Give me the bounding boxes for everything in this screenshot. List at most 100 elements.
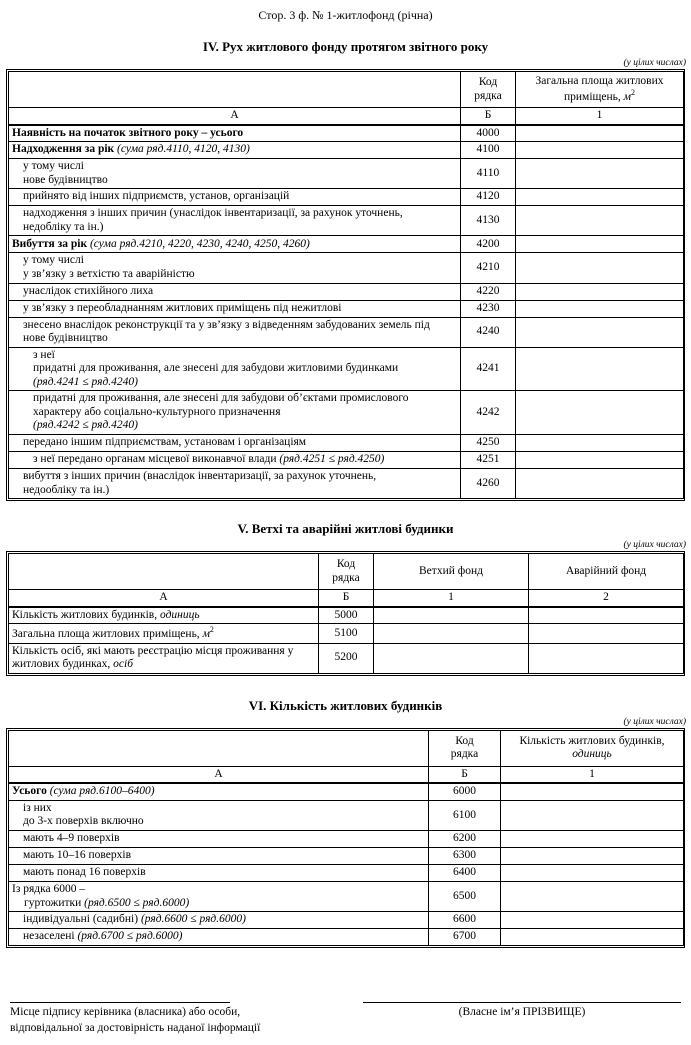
col-letter-a: А [8,765,429,785]
table-row-6100: із них до 3-х поверхів включно 6100 [8,799,684,832]
row-label: у тому числі у зв’язку з ветхістю та ава… [8,252,461,284]
row-code: 4110 [460,158,516,190]
table-row-6500: Із рядка 6000 – гуртожитки (ряд.6500 ≤ р… [8,881,684,913]
row-label: знесено внаслідок реконструкції та у зв’… [8,316,461,348]
table-row-6400: мають понад 16 поверхів 6400 [8,864,684,883]
table4-header-row: Код рядка Загальна площа житлових приміщ… [8,71,684,108]
row-label: передано іншим підприємствам, установам … [8,434,461,452]
row-label: Кількість житлових будинків, одиниць [8,606,319,625]
row-code: 6500 [428,881,501,913]
signature-block-left: Місце підпису керівника (власника) або о… [10,990,310,1036]
row-code: 4210 [460,252,516,284]
row-label: мають 10–16 поверхів [8,847,429,866]
table-row-6200: мають 4–9 поверхів 6200 [8,830,684,849]
table5-header-row: Код рядка Ветхий фонд Аварійний фонд [8,553,684,591]
table5-header-a [8,553,319,591]
value-cell [515,390,684,435]
row-code: 6300 [428,847,501,866]
table-row-4120: прийнято від інших підприємств, установ,… [8,188,684,207]
row-label: Із рядка 6000 – гуртожитки (ряд.6500 ≤ р… [8,881,429,913]
table-row-4210: у тому числі у зв’язку з ветхістю та ава… [8,252,684,284]
value-cell [373,642,529,674]
table-row-4241: з неї придатні для проживання, але знесе… [8,346,684,392]
row-label: Загальна площа житлових приміщень, м2 [8,623,319,644]
value-cell [515,451,684,469]
row-label: прийнято від інших підприємств, установ,… [8,188,461,207]
row-label: вибуття з інших причин (внаслідок інвент… [8,467,461,500]
value-cell [500,799,684,832]
table-row-4000: Наявність на початок звітного року – усь… [8,124,684,143]
row-code: 4120 [460,188,516,207]
value-cell [500,911,684,930]
table-row-5200: Кількість осіб, які мають реєстрацію міс… [8,642,684,674]
col-letter-b: Б [318,589,374,608]
table5-header-col1: Ветхий фонд [373,553,529,591]
table-row-4200: Вибуття за рік (сума ряд.4210, 4220, 423… [8,235,684,254]
row-code: 6000 [428,782,501,801]
value-cell [500,830,684,849]
row-code: 4130 [460,205,516,237]
value-cell [515,467,684,500]
table-row-4250: передано іншим підприємствам, установам … [8,434,684,452]
table-row-4220: унаслідок стихійного лиха 4220 [8,282,684,301]
table4-header-value: Загальна площа житлових приміщень, м2 [515,71,684,108]
value-cell [515,235,684,254]
value-cell [515,282,684,301]
row-code: 6200 [428,830,501,849]
table5-header-col2: Аварійний фонд [528,553,684,591]
page-header: Стор. 3 ф. № 1-житлофонд (річна) [258,8,433,22]
table-row-4100: Надходження за рік (сума ряд.4110, 4120,… [8,141,684,160]
col-letter-a: А [8,589,319,608]
section6-title: VI. Кількість житлових будинків [248,697,443,713]
row-label: з неї придатні для проживання, але знесе… [8,346,461,392]
value-cell [515,346,684,392]
col-number-1: 1 [500,765,684,785]
row-code: 5000 [318,606,374,625]
table4-header-a [8,71,461,108]
value-cell [515,316,684,348]
table-row-6700: незаселені (ряд.6700 ≤ ряд.6000) 6700 [8,928,684,947]
name-caption: (Власне ім’я ПРІЗВИЩЕ) [458,1006,586,1019]
value-cell [515,141,684,160]
row-code: 4251 [460,451,516,469]
table-row-6000: Усього (сума ряд.6100–6400) 6000 [8,782,684,801]
value-cell [528,623,684,644]
value-cell [373,623,529,644]
value-cell [515,299,684,318]
row-label: Усього (сума ряд.6100–6400) [8,782,429,801]
section4-units-note: (у цілих числах) [623,58,686,68]
row-code: 4260 [460,467,516,500]
value-cell [515,124,684,143]
value-cell [500,782,684,801]
table-row-6300: мають 10–16 поверхів 6300 [8,847,684,866]
row-label: Вибуття за рік (сума ряд.4210, 4220, 423… [8,235,461,254]
table-row-4230: у зв’язку з переобладнанням житлових при… [8,299,684,318]
value-cell [528,642,684,674]
row-code: 4250 [460,434,516,452]
table-row-4260: вибуття з інших причин (внаслідок інвент… [8,467,684,500]
signature-footer: Місце підпису керівника (власника) або о… [0,990,691,1045]
table-row-5100: Загальна площа житлових приміщень, м2 51… [8,623,684,644]
value-cell [515,188,684,207]
table6-header-row: Код рядка Кількість житлових будинків, о… [8,729,684,767]
section4-title: IV. Рух житлового фонду протягом звітног… [202,39,489,54]
col-letter-b: Б [460,106,516,126]
table6-header-value: Кількість житлових будинків, одиниць [500,729,684,767]
table-row-4110: у тому числі нове будівництво 4110 [8,158,684,190]
signature-caption: Місце підпису керівника (власника) або о… [10,1006,261,1034]
col-letter-a: А [8,106,461,126]
table6-letters-row: А Б 1 [8,765,684,785]
section6-units-note: (у цілих числах) [623,716,686,727]
table-row-6600: індивідуальні (садибні) (ряд.6600 ≤ ряд.… [8,911,684,930]
row-code: 4220 [460,282,516,301]
row-code: 4240 [460,316,516,348]
row-code: 6100 [428,799,501,832]
row-code: 4230 [460,299,516,318]
row-code: 5200 [318,642,374,674]
table4-letters-row: А Б 1 [8,106,684,126]
signature-line [363,990,681,1004]
row-label: індивідуальні (садибні) (ряд.6600 ≤ ряд.… [8,911,429,930]
value-cell [515,205,684,237]
table4-header-code: Код рядка [460,71,516,108]
